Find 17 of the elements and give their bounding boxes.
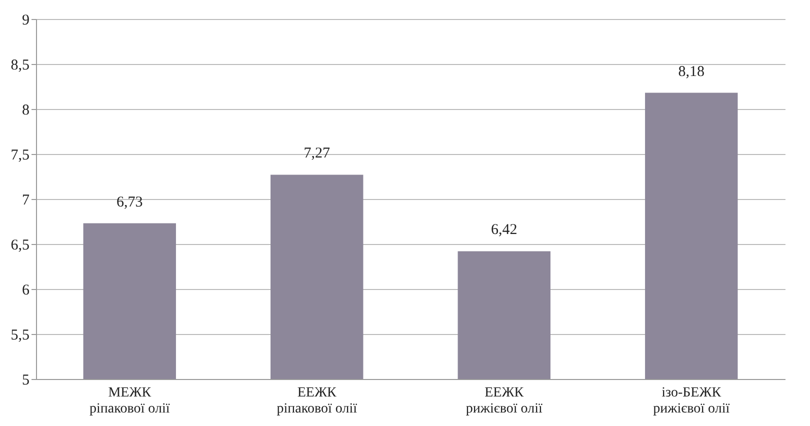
y-tick-label: 7,5 [10,148,30,164]
x-tick-label: ЕЕЖК ріпакової олії [276,386,358,416]
x-tick-label: ЕЕЖК рижієвої олії [466,386,543,416]
data-label: 7,27 [304,146,330,162]
data-label: 6,42 [491,222,518,238]
data-label: 6,73 [116,194,143,210]
y-tick-label: 8,5 [10,58,30,74]
y-tick-label: 6 [22,282,30,298]
x-tick-label: ізо-БЕЖК рижієвої олії [653,386,730,416]
y-tick-label: 5 [22,372,30,388]
y-tick-label: 5,5 [10,328,30,344]
y-tick-label: 8 [22,102,30,118]
y-tick-label: 7 [22,192,30,208]
data-label: 8,18 [678,64,704,80]
y-tick-label: 6,5 [10,238,30,254]
y-tick-label: 9 [22,12,30,28]
x-tick-label: МЕЖК ріпакової олії [90,386,170,416]
